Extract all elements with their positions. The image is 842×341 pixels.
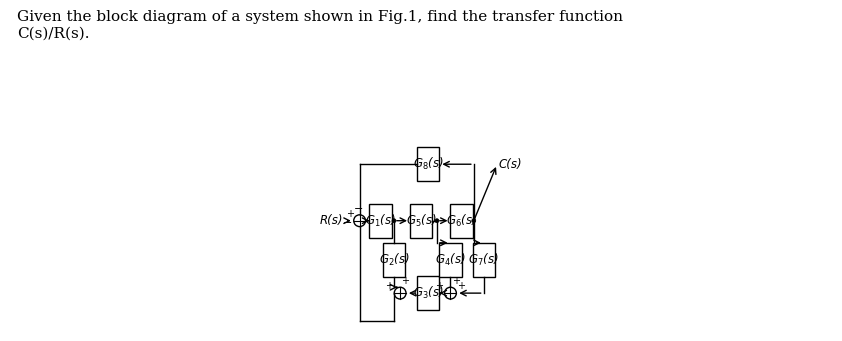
Text: G$_8$(s): G$_8$(s) <box>413 156 444 172</box>
Text: +: + <box>435 281 444 291</box>
Text: G$_2$(s): G$_2$(s) <box>379 252 409 268</box>
Circle shape <box>392 219 396 223</box>
Bar <box>440 243 461 277</box>
Text: +: + <box>457 281 465 291</box>
Text: G$_5$(s): G$_5$(s) <box>406 213 436 229</box>
Text: +: + <box>402 277 409 286</box>
Bar <box>383 243 405 277</box>
Text: G$_4$(s): G$_4$(s) <box>435 252 466 268</box>
Circle shape <box>394 287 406 299</box>
Circle shape <box>445 287 456 299</box>
Text: Given the block diagram of a system shown in Fig.1, find the transfer function
C: Given the block diagram of a system show… <box>17 10 623 41</box>
Text: +: + <box>451 277 460 286</box>
Bar <box>450 204 472 238</box>
Text: G$_1$(s): G$_1$(s) <box>365 213 396 229</box>
Bar <box>410 204 432 238</box>
Text: −: − <box>354 204 363 213</box>
Circle shape <box>435 219 439 223</box>
Text: −: − <box>344 218 353 228</box>
Bar <box>418 276 440 310</box>
Text: G$_6$(s): G$_6$(s) <box>446 213 477 229</box>
Text: +: + <box>385 281 393 291</box>
Circle shape <box>472 219 476 223</box>
Bar <box>370 204 392 238</box>
Circle shape <box>354 215 365 226</box>
Bar <box>418 147 440 181</box>
Text: G$_3$(s): G$_3$(s) <box>413 285 444 301</box>
Text: C(s): C(s) <box>498 158 522 171</box>
Text: R(s): R(s) <box>320 214 344 227</box>
Text: G$_7$(s): G$_7$(s) <box>468 252 499 268</box>
Text: +: + <box>346 209 354 220</box>
Bar <box>472 243 494 277</box>
